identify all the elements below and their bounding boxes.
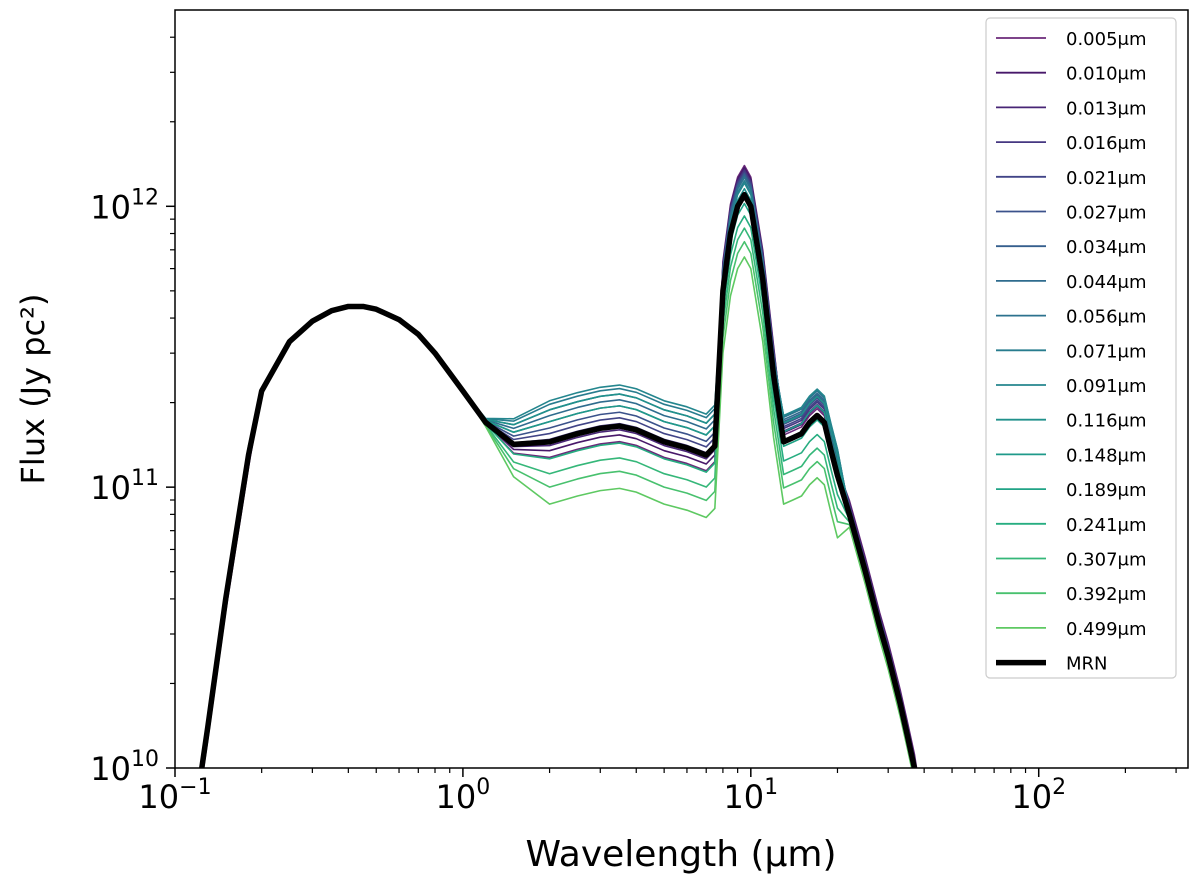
legend-label-11: 0.091μm	[1066, 376, 1147, 397]
legend-label-4: 0.016μm	[1066, 133, 1147, 154]
series-line-7	[201, 173, 917, 768]
series-line-14	[200, 202, 915, 768]
x-axis-label: Wavelength (μm)	[525, 834, 836, 875]
series-line-11	[201, 182, 916, 768]
legend-label-14: 0.189μm	[1066, 480, 1147, 501]
legend-label-8: 0.044μm	[1066, 272, 1147, 293]
y-tick-label-2: 1011	[90, 466, 159, 507]
x-tick-label-2: 100	[436, 775, 491, 816]
series-line-9	[201, 176, 916, 768]
series-line-10	[201, 180, 916, 768]
series-line-2	[202, 166, 918, 768]
ticks-layer: 10−1 100 101 102 1010 1011 1012	[90, 36, 1177, 816]
legend-label-9: 0.056μm	[1066, 307, 1147, 328]
legend-label-3: 0.013μm	[1066, 98, 1147, 119]
x-tick-label-1: 10−1	[138, 775, 211, 816]
legend: 0.005μm 0.010μm 0.013μm 0.016μm 0.021μm 0.027…	[985, 17, 1177, 679]
y-axis-label: Flux (Jy pc²)	[14, 294, 52, 485]
legend-label-12: 0.116μm	[1066, 411, 1147, 432]
legend-label-13: 0.148μm	[1066, 445, 1147, 466]
plot-area	[199, 164, 918, 768]
mrn-line	[199, 191, 918, 768]
x-tick-label-4: 102	[1011, 775, 1066, 816]
x-tick-label-3: 101	[723, 775, 778, 816]
legend-label-17: 0.392μm	[1066, 584, 1147, 605]
plot-frame	[174, 9, 1189, 769]
legend-label-6: 0.027μm	[1066, 203, 1147, 224]
legend-label-7: 0.034μm	[1066, 237, 1147, 258]
series-line-1	[202, 164, 918, 768]
legend-label-16: 0.307μm	[1066, 550, 1147, 571]
legend-label-10: 0.071μm	[1066, 341, 1147, 362]
series-line-15	[200, 215, 915, 768]
series-line-12	[200, 187, 916, 768]
legend-label-15: 0.241μm	[1066, 515, 1147, 536]
legend-frame	[985, 17, 1177, 679]
legend-label-5: 0.021μm	[1066, 168, 1147, 189]
series-line-18	[199, 256, 913, 768]
legend-label-1: 0.005μm	[1066, 29, 1147, 50]
y-tick-label-1: 1010	[90, 747, 159, 788]
series-line-17	[199, 240, 914, 768]
legend-label-2: 0.010μm	[1066, 64, 1147, 85]
y-tick-label-3: 1012	[90, 185, 159, 226]
series-line-5	[202, 171, 917, 768]
series-line-13	[200, 193, 915, 768]
series-line-3	[202, 168, 917, 768]
legend-label-18: 0.499μm	[1066, 619, 1147, 640]
series-layer	[199, 164, 918, 768]
series-line-16	[200, 227, 914, 768]
series-line-6	[201, 172, 917, 768]
legend-label-mrn: MRN	[1066, 654, 1108, 675]
series-line-4	[202, 169, 917, 768]
